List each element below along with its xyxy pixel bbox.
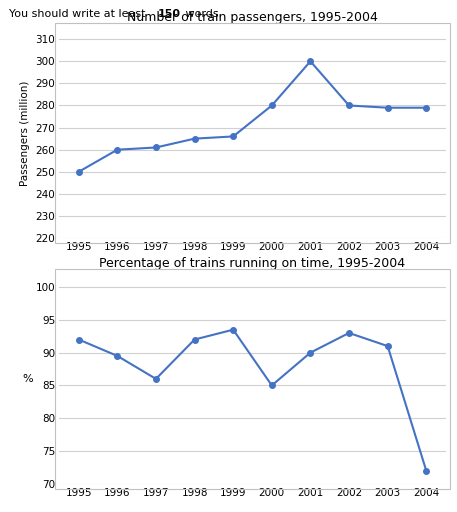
Text: 150: 150 <box>157 9 180 19</box>
Text: You should write at least: You should write at least <box>9 9 149 19</box>
Y-axis label: Passengers (million): Passengers (million) <box>20 80 30 186</box>
Y-axis label: %: % <box>22 374 32 384</box>
Title: Number of train passengers, 1995-2004: Number of train passengers, 1995-2004 <box>127 11 378 24</box>
Title: Percentage of trains running on time, 1995-2004: Percentage of trains running on time, 19… <box>100 257 405 270</box>
Text: words.: words. <box>182 9 222 19</box>
